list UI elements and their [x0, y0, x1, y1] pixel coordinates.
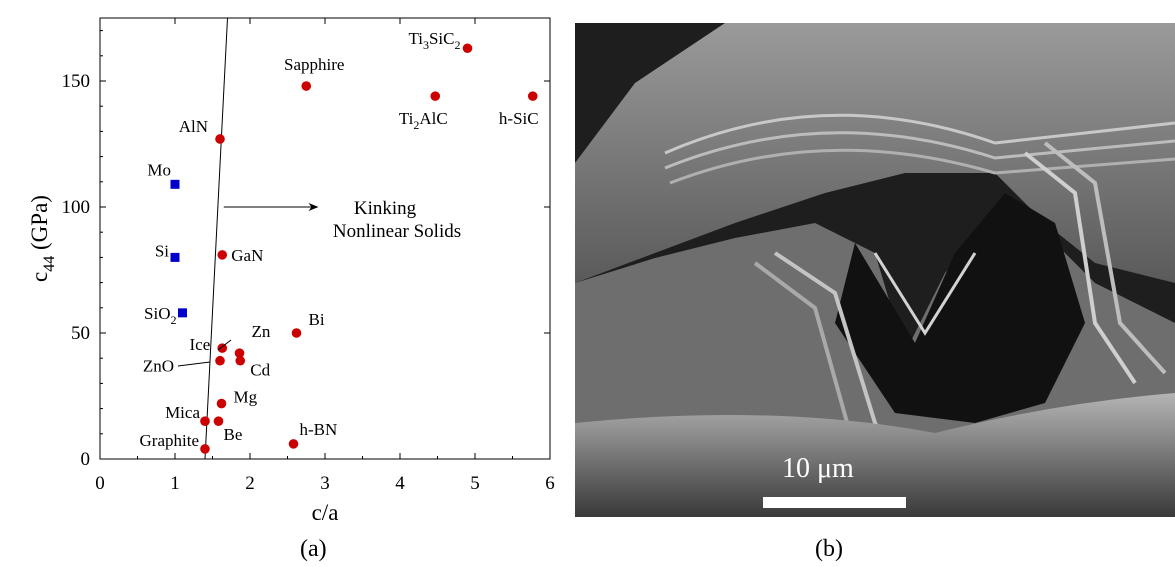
sem-micrograph: 10 μm [575, 23, 1175, 517]
y-tick-label: 150 [62, 71, 91, 92]
point-label: h-SiC [499, 109, 539, 128]
x-tick-label: 4 [395, 473, 405, 494]
point-label: Sapphire [284, 55, 344, 74]
x-tick-label: 3 [320, 473, 330, 494]
boundary-line [204, 17, 228, 460]
y-tick-label: 50 [71, 323, 90, 344]
data-point-hexagonal [200, 416, 210, 427]
point-label: Ti3SiC2 [408, 29, 460, 52]
point-label: Ti2AlC [399, 109, 448, 132]
data-point-cubic [170, 179, 180, 189]
point-label: Si [155, 241, 169, 260]
point-label: Cd [250, 361, 270, 380]
zno-leader-line [177, 361, 211, 367]
point-label: Bi [309, 310, 325, 329]
point-label: Mo [147, 160, 171, 179]
plot-frame [99, 17, 551, 460]
y-tick-label: 0 [81, 449, 91, 470]
data-point-hexagonal [213, 416, 224, 427]
data-point-hexagonal [235, 355, 246, 366]
x-tick-label: 1 [170, 473, 180, 494]
data-point-hexagonal [216, 398, 227, 409]
data-point-hexagonal [288, 439, 299, 449]
point-label: Mica [165, 403, 200, 422]
point-label: SiO2 [144, 304, 176, 327]
data-point-cubic [178, 308, 187, 318]
point-label: Zn [252, 322, 271, 341]
caption-a: (a) [300, 536, 327, 562]
point-label: Mg [234, 388, 258, 407]
point-label: h-BN [300, 420, 338, 439]
point-label: Graphite [140, 431, 199, 450]
data-point-hexagonal [527, 91, 538, 101]
data-point-hexagonal [430, 91, 441, 101]
point-label: AlN [179, 117, 208, 136]
y-axis-label: c44 (GPa) [27, 195, 58, 282]
kink-band-image [575, 23, 1175, 517]
data-point-hexagonal [215, 134, 225, 144]
point-label: ZnO [143, 357, 174, 376]
caption-b: (b) [815, 536, 843, 562]
annotation-line-1: Kinking [354, 198, 417, 219]
data-point-hexagonal [301, 81, 312, 91]
x-tick-label: 2 [245, 473, 255, 494]
data-point-hexagonal [217, 250, 228, 260]
x-tick-label: 5 [470, 473, 480, 494]
annotation-line-2: Nonlinear Solids [333, 221, 461, 242]
zn-leader-line [217, 339, 232, 351]
point-label: GaN [231, 246, 263, 265]
scale-bar [763, 497, 906, 508]
point-label: Ice [189, 335, 210, 354]
data-point-hexagonal [462, 43, 473, 54]
point-label: Be [224, 425, 243, 444]
y-tick-label: 100 [62, 197, 91, 218]
scale-bar-label: 10 μm [782, 453, 854, 484]
data-point-hexagonal [217, 343, 228, 353]
x-tick-label: 0 [95, 473, 105, 494]
data-point-hexagonal [291, 328, 302, 338]
data-point-cubic [170, 252, 180, 262]
data-point-hexagonal [234, 348, 245, 358]
scatter-chart: 0 1 2 3 4 5 6 0 50 100 150 c/a c44 (GPa) KinkingNonli… [27, 17, 555, 525]
data-point-hexagonal [200, 444, 210, 454]
x-axis-label: c/a [312, 500, 339, 525]
x-tick-label: 6 [545, 473, 555, 494]
data-point-hexagonal [215, 355, 225, 366]
